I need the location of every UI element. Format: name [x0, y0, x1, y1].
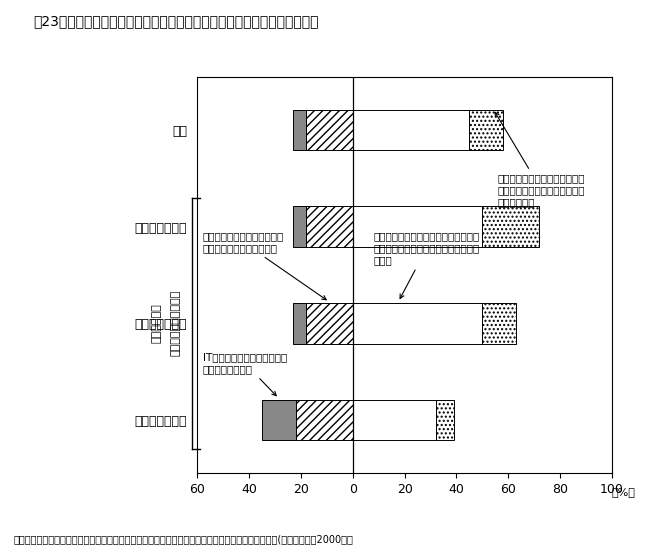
Text: 時間をかければ、マニュアルを見たり
人に聞いて、概ね使えるようになる人
が多い: 時間をかければ、マニュアルを見たり 人に聞いて、概ね使えるようになる人 が多い — [374, 232, 480, 299]
Text: （パソコン配備状況）: （パソコン配備状況） — [171, 290, 181, 356]
Bar — [306, 206, 353, 247]
Text: ITへの意欲がなく、まったく
人任せの人が多い: ITへの意欲がなく、まったく 人任せの人が多い — [203, 352, 287, 396]
Bar — [293, 303, 306, 344]
Bar — [262, 400, 296, 440]
Bar — [353, 400, 436, 440]
Bar — [482, 206, 540, 247]
Bar — [306, 110, 353, 150]
Text: 比較的短期間で、人に聞かなく
ても、概ね１人で使えるように
なる人が多い: 比較的短期間で、人に聞かなく ても、概ね１人で使えるように なる人が多い — [495, 112, 586, 207]
Bar — [353, 110, 469, 150]
Bar — [353, 303, 482, 344]
Bar — [482, 303, 516, 344]
Text: 第23図　　情報化進展度別中高年社員の情報通信技術活用能力の習得状況: 第23図 情報化進展度別中高年社員の情報通信技術活用能力の習得状況 — [33, 14, 318, 28]
Text: 情報化進展度: 情報化進展度 — [151, 304, 161, 343]
Bar — [469, 110, 503, 150]
Bar — [293, 110, 306, 150]
Text: （%）: （%） — [611, 487, 635, 497]
Text: 資料出所　　（株）三和総合研究所「「ＩＴ革命」が労働に与える影響についてのアンケート調査」(労働省委託、2000年）: 資料出所 （株）三和総合研究所「「ＩＴ革命」が労働に与える影響についてのアンケー… — [13, 535, 353, 544]
Bar — [353, 206, 482, 247]
Bar — [293, 206, 306, 247]
Bar — [436, 400, 454, 440]
Text: 時間をかけても、簡単な操作
以外は他人任せの人が多い: 時間をかけても、簡単な操作 以外は他人任せの人が多い — [203, 232, 326, 300]
Bar — [306, 303, 353, 344]
Bar — [296, 400, 353, 440]
